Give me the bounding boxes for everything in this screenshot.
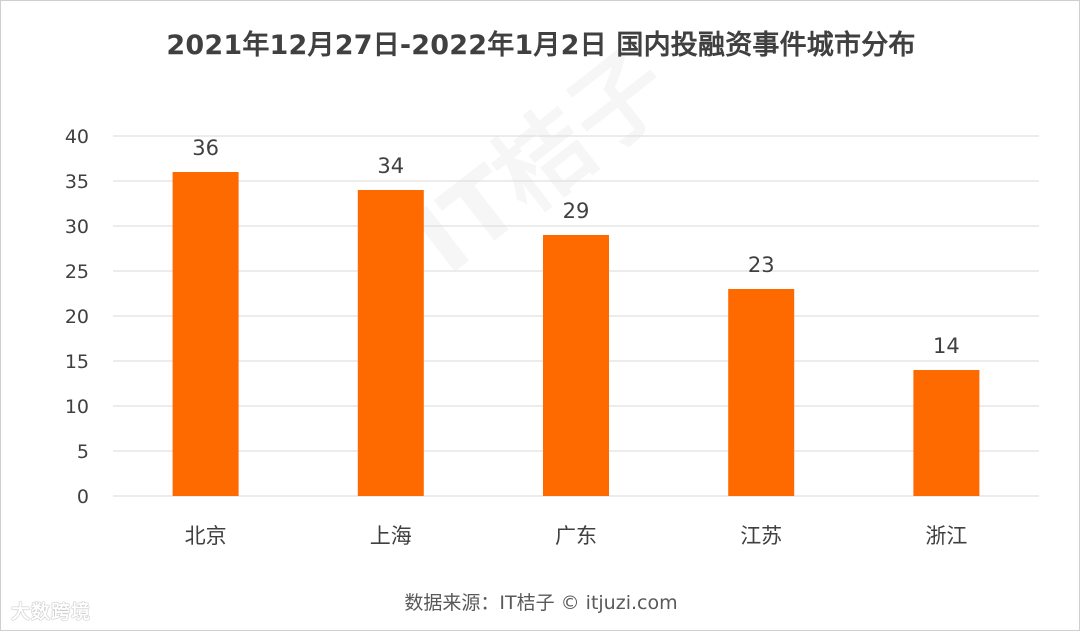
bar-value-label: 34 <box>377 154 404 178</box>
y-tick-label: 30 <box>65 216 89 238</box>
y-tick-label: 25 <box>65 261 89 283</box>
x-tick-label: 上海 <box>370 524 412 548</box>
x-tick-label: 北京 <box>185 524 227 548</box>
x-tick-label: 浙江 <box>925 524 967 548</box>
y-tick-label: 35 <box>65 171 89 193</box>
x-tick-label: 江苏 <box>740 524 782 548</box>
bar-value-label: 14 <box>933 334 960 358</box>
bar <box>543 235 609 496</box>
y-tick-label: 15 <box>65 351 89 373</box>
y-tick-label: 5 <box>77 441 89 463</box>
y-tick-label: 0 <box>77 486 89 508</box>
y-tick-label: 20 <box>65 306 89 328</box>
bar-value-label: 36 <box>192 136 219 160</box>
x-tick-label: 广东 <box>555 524 597 548</box>
y-tick-label: 40 <box>65 126 89 148</box>
bar-value-label: 23 <box>748 253 775 277</box>
corner-watermark: 大数跨境 <box>11 601 92 623</box>
chart-title: 2021年12月27日-2022年1月2日 国内投融资事件城市分布 <box>166 30 916 61</box>
bar <box>172 172 239 496</box>
y-tick-label: 10 <box>65 396 89 418</box>
bar <box>728 289 795 496</box>
source-note: 数据来源：IT桔子 © itjuzi.com <box>404 592 678 614</box>
bar <box>913 370 980 496</box>
bar-value-label: 29 <box>563 199 590 223</box>
bar <box>357 190 424 496</box>
